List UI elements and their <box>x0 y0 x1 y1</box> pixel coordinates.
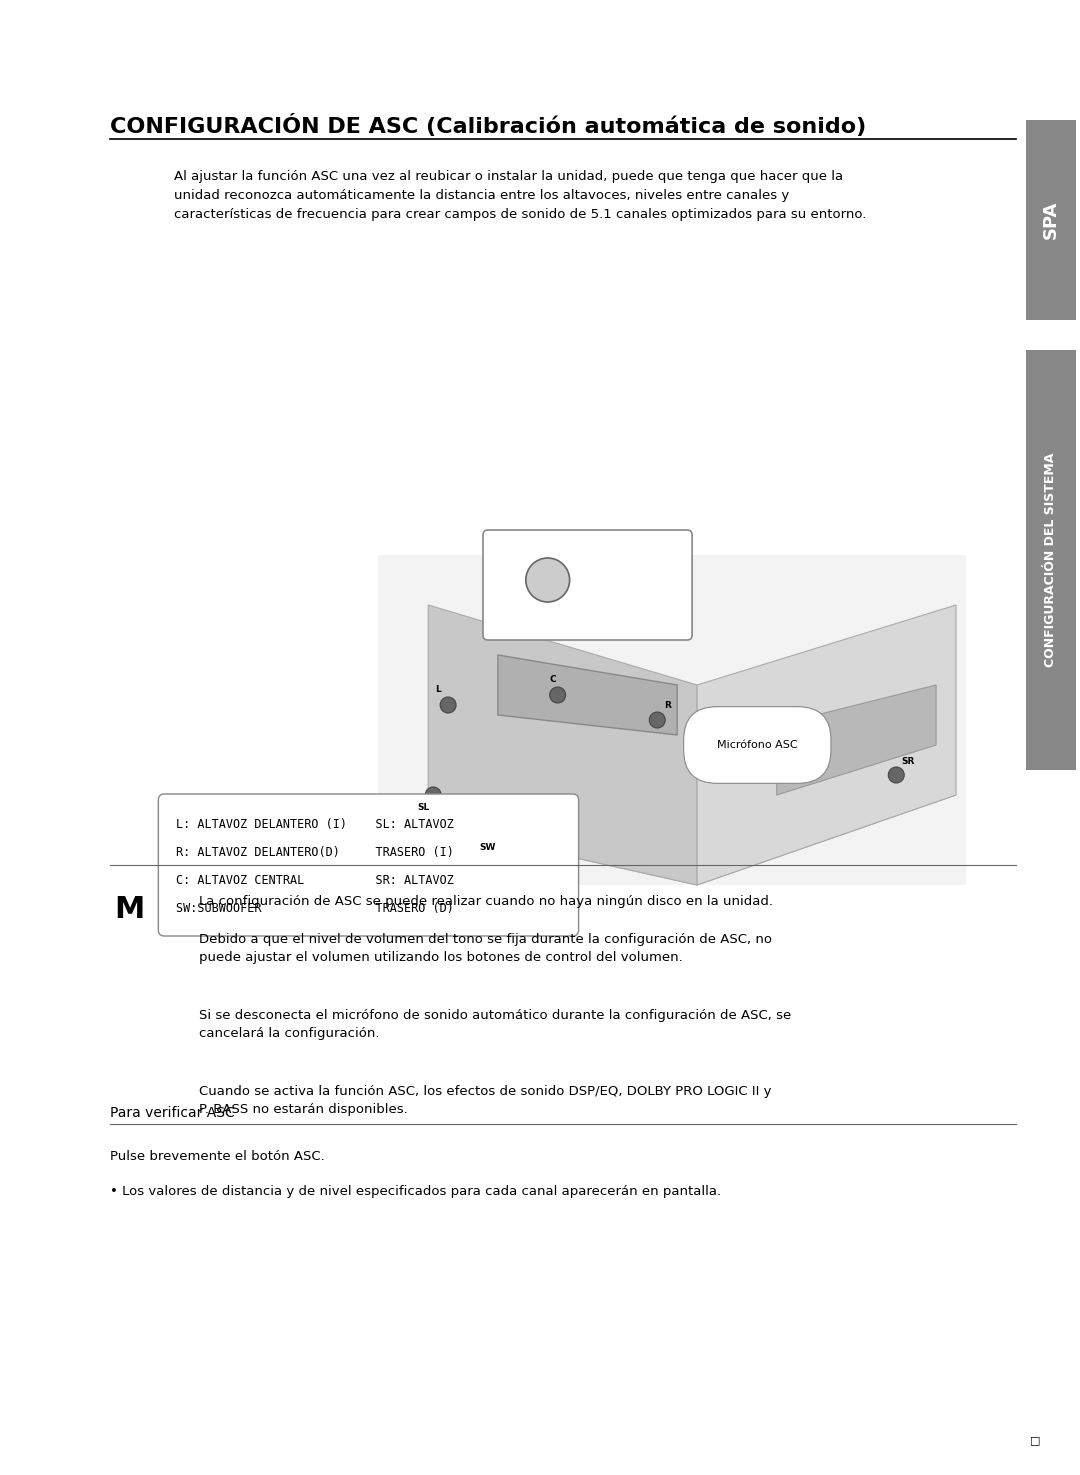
Polygon shape <box>428 605 697 885</box>
Polygon shape <box>498 655 677 735</box>
Polygon shape <box>777 684 936 795</box>
Text: R: ALTAVOZ DELANTERO(D)     TRASERO (I): R: ALTAVOZ DELANTERO(D) TRASERO (I) <box>176 847 454 858</box>
Text: Debido a que el nivel de volumen del tono se fija durante la configuración de AS: Debido a que el nivel de volumen del ton… <box>199 934 772 965</box>
Text: M: M <box>114 895 145 923</box>
Text: Si se desconecta el micrófono de sonido automático durante la configuración de A: Si se desconecta el micrófono de sonido … <box>199 1009 792 1040</box>
Circle shape <box>441 698 456 712</box>
Text: Al ajustar la función ASC una vez al reubicar o instalar la unidad, puede que te: Al ajustar la función ASC una vez al reu… <box>174 171 866 221</box>
FancyBboxPatch shape <box>483 530 692 640</box>
Text: SR: SR <box>902 758 915 767</box>
Text: L: L <box>435 686 441 695</box>
Text: CONFIGURACIÓN DE ASC (Calibración automática de sonido): CONFIGURACIÓN DE ASC (Calibración automá… <box>109 114 866 137</box>
Circle shape <box>526 558 569 602</box>
Text: SW:SUBWOOFER                TRASERO (D): SW:SUBWOOFER TRASERO (D) <box>176 903 454 914</box>
Text: Para verificar ASC: Para verificar ASC <box>109 1106 234 1120</box>
Text: SPA: SPA <box>1041 201 1059 239</box>
FancyBboxPatch shape <box>1026 119 1076 320</box>
Circle shape <box>490 827 505 844</box>
Text: □: □ <box>1030 1435 1041 1446</box>
FancyBboxPatch shape <box>1026 350 1076 770</box>
Circle shape <box>550 687 566 704</box>
Text: Pulse brevemente el botón ASC.: Pulse brevemente el botón ASC. <box>109 1150 324 1162</box>
Text: Cuando se activa la función ASC, los efectos de sonido DSP/EQ, DOLBY PRO LOGIC I: Cuando se activa la función ASC, los efe… <box>199 1086 772 1117</box>
Text: • Los valores de distancia y de nivel especificados para cada canal aparecerán e: • Los valores de distancia y de nivel es… <box>109 1184 720 1198</box>
Text: L: ALTAVOZ DELANTERO (I)    SL: ALTAVOZ: L: ALTAVOZ DELANTERO (I) SL: ALTAVOZ <box>176 819 454 830</box>
FancyBboxPatch shape <box>378 555 966 885</box>
Text: SL: SL <box>417 802 430 811</box>
Text: CONFIGURACIÓN DEL SISTEMA: CONFIGURACIÓN DEL SISTEMA <box>1044 453 1057 667</box>
Circle shape <box>888 767 904 783</box>
Polygon shape <box>428 726 956 885</box>
Text: SW: SW <box>480 842 496 851</box>
Circle shape <box>426 788 441 802</box>
Text: La configuración de ASC se puede realizar cuando no haya ningún disco en la unid: La configuración de ASC se puede realiza… <box>199 895 773 909</box>
Polygon shape <box>697 605 956 885</box>
Circle shape <box>649 712 665 729</box>
Text: C: ALTAVOZ CENTRAL          SR: ALTAVOZ: C: ALTAVOZ CENTRAL SR: ALTAVOZ <box>176 875 454 886</box>
Text: C: C <box>550 676 556 684</box>
Text: Micrófono ASC: Micrófono ASC <box>717 740 798 749</box>
FancyBboxPatch shape <box>159 794 579 937</box>
Text: R: R <box>664 701 671 709</box>
